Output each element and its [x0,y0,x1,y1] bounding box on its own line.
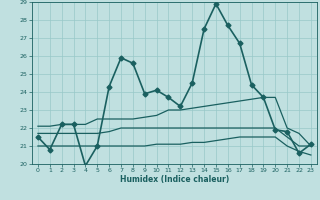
X-axis label: Humidex (Indice chaleur): Humidex (Indice chaleur) [120,175,229,184]
